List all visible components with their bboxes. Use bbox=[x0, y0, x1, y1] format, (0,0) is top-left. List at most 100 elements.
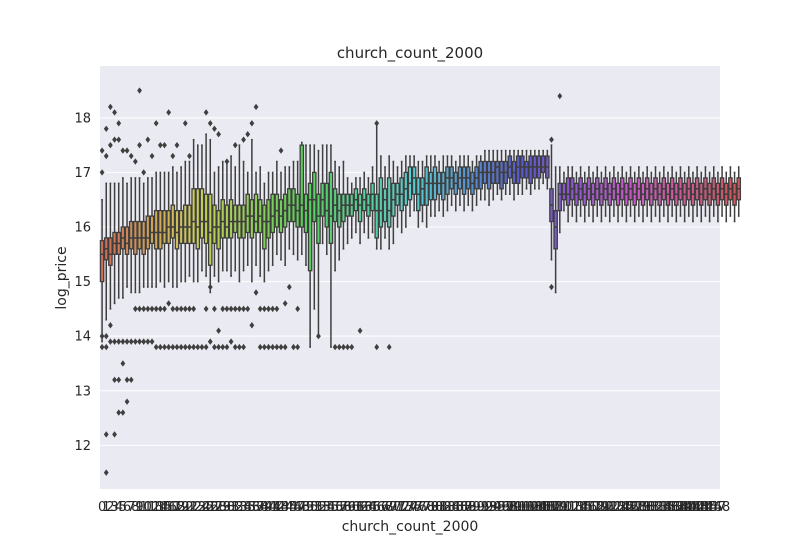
x-tick-label: 64 bbox=[360, 500, 377, 515]
box-49 bbox=[303, 144, 309, 266]
box-23 bbox=[195, 144, 201, 351]
x-tick-label: 4 bbox=[115, 500, 123, 515]
outlier-point bbox=[386, 343, 392, 351]
box-28 bbox=[216, 131, 221, 351]
x-tick-label: 21 bbox=[181, 500, 198, 515]
x-tick-label: 59 bbox=[339, 500, 356, 515]
outlier-point bbox=[203, 305, 209, 313]
outlier-point bbox=[137, 338, 142, 345]
x-tick-label: 37 bbox=[248, 500, 265, 515]
outlier-point bbox=[116, 120, 122, 127]
x-tick-labels: 0123456789101112131415161718192021222324… bbox=[98, 500, 730, 515]
box-118 bbox=[590, 171, 596, 223]
x-tick-label: 12 bbox=[144, 500, 161, 515]
box-62 bbox=[357, 177, 363, 334]
iqr-box bbox=[220, 199, 226, 239]
x-tick-label: 125 bbox=[610, 500, 635, 515]
x-tick-label: 128 bbox=[622, 500, 647, 515]
x-tick-label: 54 bbox=[319, 500, 336, 515]
x-tick-label: 101 bbox=[510, 500, 535, 515]
box-101 bbox=[520, 149, 525, 196]
chart-title: church_count_2000 bbox=[337, 44, 483, 63]
outlier-point bbox=[228, 305, 234, 313]
box-129 bbox=[636, 166, 642, 217]
y-tick-label: 13 bbox=[74, 384, 91, 399]
box-94 bbox=[490, 149, 496, 201]
x-tick-label: 34 bbox=[235, 500, 252, 515]
box-91 bbox=[478, 155, 484, 201]
iqr-box bbox=[174, 209, 180, 250]
box-138 bbox=[673, 171, 679, 223]
iqr-box bbox=[137, 220, 142, 250]
x-tick-label: 53 bbox=[314, 500, 331, 515]
boxes-group bbox=[99, 87, 742, 476]
box-51 bbox=[311, 144, 317, 310]
x-tick-label: 111 bbox=[552, 500, 577, 515]
iqr-box bbox=[328, 171, 334, 245]
outlier-point bbox=[99, 147, 105, 154]
x-tick-label: 52 bbox=[310, 500, 327, 515]
outlier-point bbox=[220, 305, 226, 313]
y-tick-label: 17 bbox=[74, 166, 91, 181]
box-17 bbox=[170, 152, 176, 351]
outlier-point bbox=[207, 283, 213, 291]
box-96 bbox=[499, 149, 504, 201]
x-tick-label: 145 bbox=[693, 500, 718, 515]
box-123 bbox=[611, 166, 617, 217]
outlier-point bbox=[120, 360, 126, 367]
box-53 bbox=[320, 144, 325, 245]
outlier-point bbox=[249, 120, 255, 127]
box-92 bbox=[482, 149, 488, 201]
x-tick-label: 112 bbox=[556, 500, 581, 515]
box-134 bbox=[657, 171, 662, 223]
outlier-point bbox=[166, 109, 172, 116]
outlier-point bbox=[120, 409, 126, 416]
x-tick-label: 122 bbox=[597, 500, 622, 515]
iqr-box bbox=[561, 182, 567, 201]
y-tick-labels: 12 13 14 15 16 17 18 bbox=[74, 111, 91, 453]
box-114 bbox=[574, 171, 579, 223]
x-tick-label: 40 bbox=[260, 500, 277, 515]
outlier-point bbox=[162, 305, 167, 313]
outlier-point bbox=[157, 343, 163, 351]
outlier-point bbox=[257, 343, 263, 351]
iqr-box bbox=[212, 204, 217, 245]
x-tick-label: 136 bbox=[656, 500, 681, 515]
iqr-box bbox=[411, 166, 417, 195]
box-102 bbox=[524, 149, 529, 190]
x-tick-label: 49 bbox=[298, 500, 315, 515]
box-124 bbox=[615, 171, 621, 223]
x-tick-label: 23 bbox=[190, 500, 207, 515]
outlier-point bbox=[199, 343, 205, 351]
iqr-box bbox=[207, 193, 213, 266]
x-tick-label: 119 bbox=[585, 500, 610, 515]
x-tick-label: 115 bbox=[568, 500, 593, 515]
box-113 bbox=[569, 166, 575, 217]
box-29 bbox=[220, 160, 226, 351]
box-5 bbox=[120, 147, 126, 416]
x-tick-label: 72 bbox=[393, 500, 410, 515]
iqr-box bbox=[158, 209, 163, 250]
x-tick-label: 129 bbox=[626, 500, 651, 515]
outlier-point bbox=[207, 338, 213, 345]
iqr-box bbox=[253, 193, 259, 234]
box-47 bbox=[295, 160, 301, 351]
x-tick-label: 82 bbox=[435, 500, 452, 515]
box-126 bbox=[624, 171, 629, 223]
outlier-point bbox=[112, 136, 117, 143]
box-8 bbox=[132, 158, 138, 345]
outlier-point bbox=[295, 343, 301, 351]
iqr-box bbox=[232, 204, 238, 234]
box-63 bbox=[361, 171, 367, 234]
box-135 bbox=[661, 166, 667, 217]
outlier-point bbox=[187, 305, 192, 313]
x-tick-label: 96 bbox=[493, 500, 510, 515]
x-tick-label: 33 bbox=[231, 500, 248, 515]
outlier-point bbox=[170, 343, 176, 351]
outlier-point bbox=[116, 338, 122, 345]
box-107 bbox=[545, 149, 550, 190]
outlier-point bbox=[220, 343, 226, 351]
x-tick-label: 26 bbox=[202, 500, 219, 515]
x-tick-label: 92 bbox=[477, 500, 494, 515]
box-14 bbox=[157, 141, 163, 351]
